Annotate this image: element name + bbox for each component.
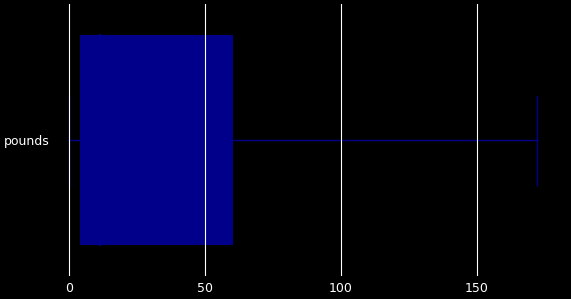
FancyBboxPatch shape: [80, 35, 234, 245]
